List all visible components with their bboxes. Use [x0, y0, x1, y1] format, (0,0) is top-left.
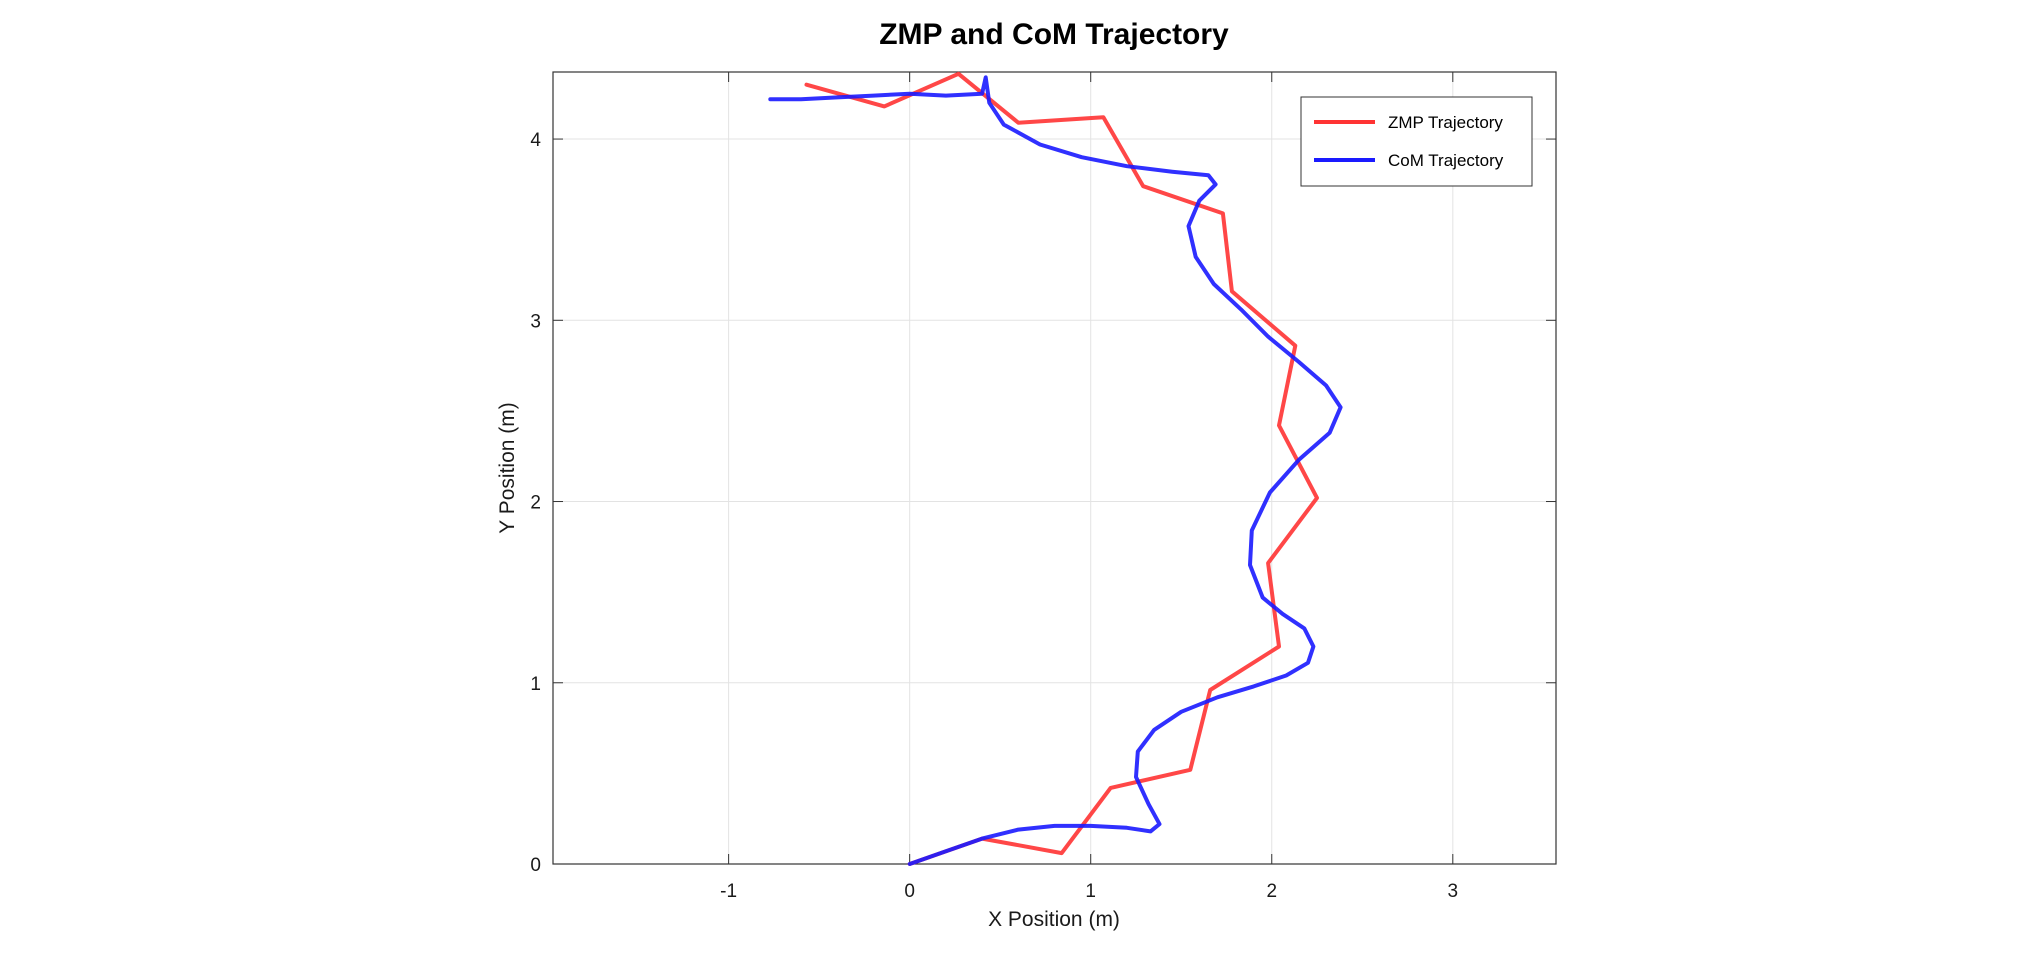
legend: ZMP Trajectory CoM Trajectory: [1300, 96, 1533, 187]
x-tick-label: -1: [720, 881, 737, 902]
y-tick-label: 4: [530, 130, 541, 151]
zmp-trajectory-line: [804, 71, 1319, 866]
chart-title: ZMP and CoM Trajectory: [879, 18, 1229, 51]
legend-label-zmp: ZMP Trajectory: [1388, 113, 1503, 132]
plot-area-frame: [552, 71, 1557, 865]
y-tick-label: 0: [530, 855, 541, 876]
x-axis-label: X Position (m): [988, 908, 1120, 931]
com-trajectory-line: [768, 75, 1343, 866]
legend-label-com: CoM Trajectory: [1388, 151, 1504, 170]
legend-box: [1300, 96, 1533, 187]
x-tick-label: 0: [904, 881, 915, 902]
y-tick-label: 3: [530, 311, 541, 332]
series-lines: [768, 71, 1343, 866]
y-axis-label: Y Position (m): [496, 402, 519, 534]
x-tick-label: 1: [1085, 881, 1096, 902]
y-tick-label: 1: [530, 674, 541, 695]
x-tick-label: 2: [1266, 881, 1277, 902]
x-tick-label: 3: [1448, 881, 1459, 902]
y-tick-label: 2: [530, 493, 541, 514]
grid: [553, 72, 1556, 865]
axis-ticks: -1 0 1 2 3 0 1 2 3 4: [530, 72, 1556, 902]
